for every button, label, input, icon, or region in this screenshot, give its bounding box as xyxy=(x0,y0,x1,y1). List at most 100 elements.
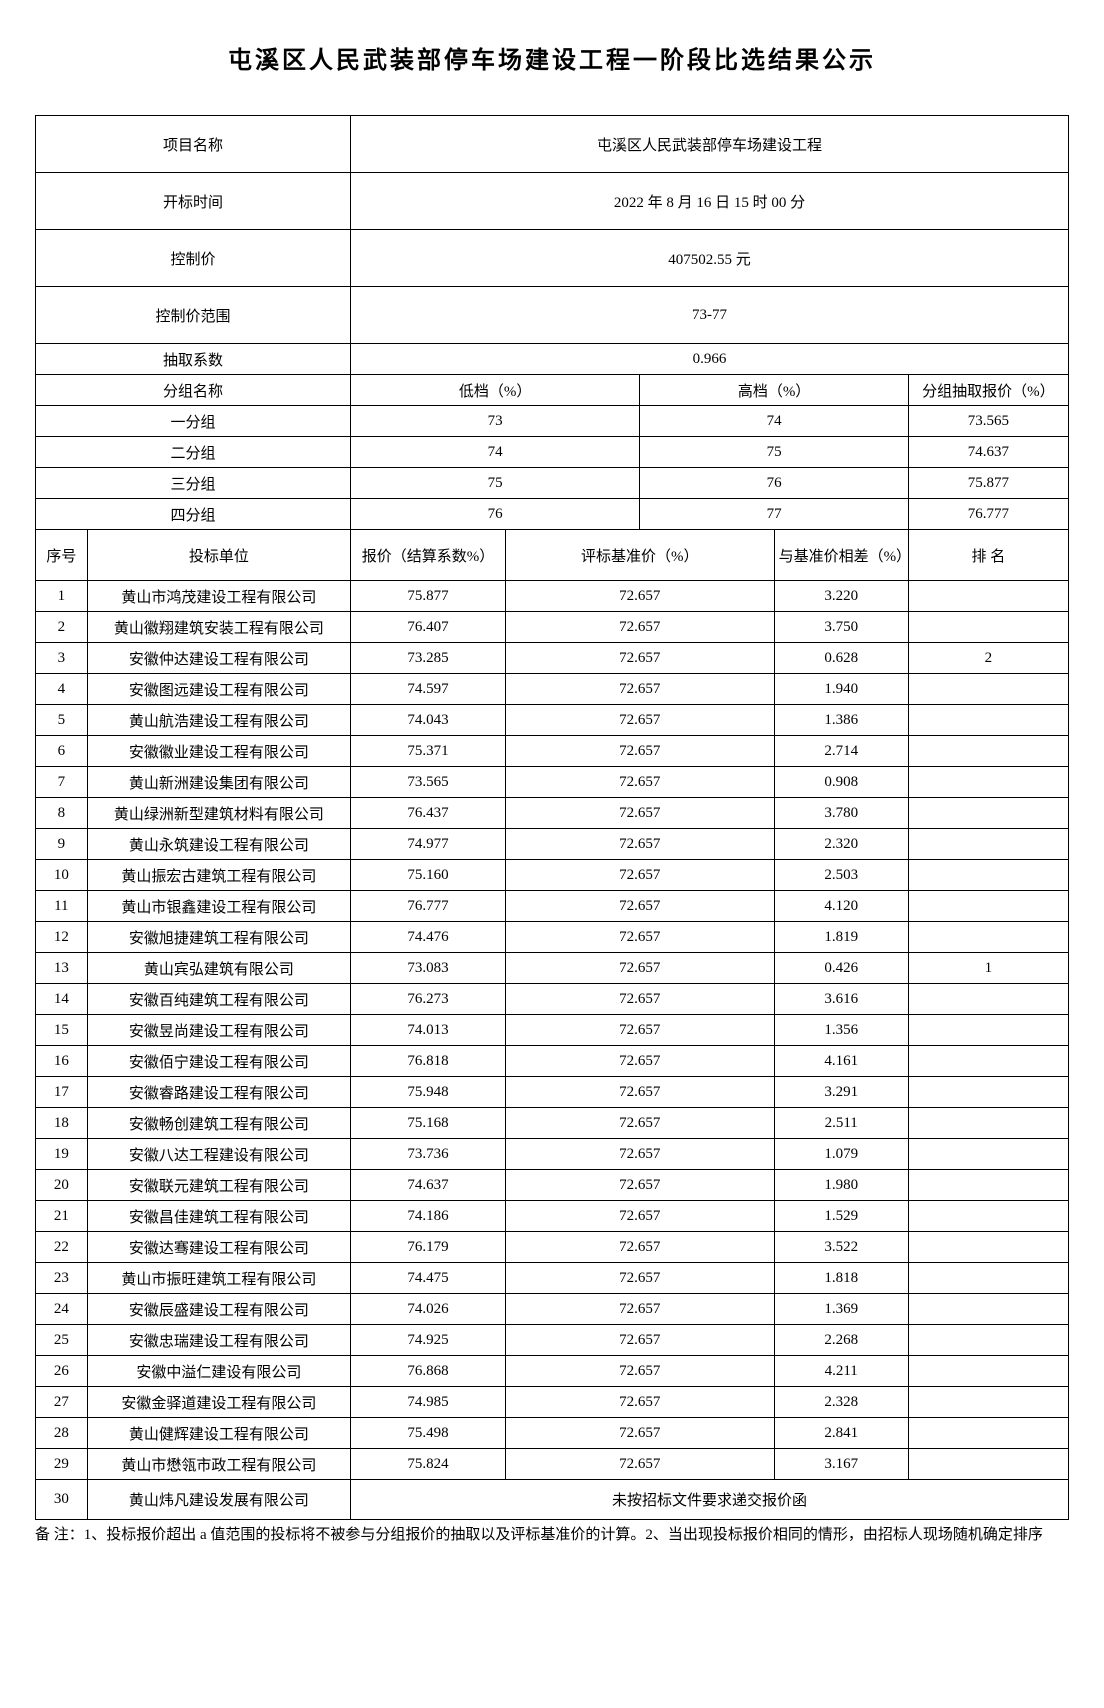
bid-unit: 黄山健辉建设工程有限公司 xyxy=(87,1418,350,1449)
group-name: 一分组 xyxy=(36,406,351,437)
bid-base: 72.657 xyxy=(506,984,775,1015)
project-name-value: 屯溪区人民武装部停车场建设工程 xyxy=(351,116,1069,173)
bid-unit: 安徽忠瑞建设工程有限公司 xyxy=(87,1325,350,1356)
bid-quote: 73.565 xyxy=(351,767,506,798)
bid-unit: 黄山航浩建设工程有限公司 xyxy=(87,705,350,736)
bid-header-seq: 序号 xyxy=(36,530,88,581)
bid-rank xyxy=(908,798,1068,829)
bid-diff: 0.426 xyxy=(774,953,908,984)
bid-seq: 29 xyxy=(36,1449,88,1480)
bid-row: 18安徽畅创建筑工程有限公司75.16872.6572.511 xyxy=(36,1108,1069,1139)
bid-diff: 1.079 xyxy=(774,1139,908,1170)
footnote-text: 备 注：1、投标报价超出 a 值范围的投标将不被参与分组报价的抽取以及评标基准价… xyxy=(35,1524,1069,1547)
bid-unit: 黄山炜凡建设发展有限公司 xyxy=(87,1480,350,1520)
bid-base: 72.657 xyxy=(506,736,775,767)
bid-base: 72.657 xyxy=(506,798,775,829)
bid-row: 6安徽徽业建设工程有限公司75.37172.6572.714 xyxy=(36,736,1069,767)
group-low: 73 xyxy=(351,406,640,437)
bid-rank xyxy=(908,612,1068,643)
info-row-control-price: 控制价 407502.55 元 xyxy=(36,230,1069,287)
bid-base: 72.657 xyxy=(506,674,775,705)
bid-base: 72.657 xyxy=(506,1449,775,1480)
bid-seq: 4 xyxy=(36,674,88,705)
bid-row: 5黄山航浩建设工程有限公司74.04372.6571.386 xyxy=(36,705,1069,736)
bid-diff: 2.714 xyxy=(774,736,908,767)
bid-diff: 3.780 xyxy=(774,798,908,829)
bid-diff: 2.320 xyxy=(774,829,908,860)
group-header-row: 分组名称 低档（%） 高档（%） 分组抽取报价（%） xyxy=(36,375,1069,406)
bid-unit: 黄山市振旺建筑工程有限公司 xyxy=(87,1263,350,1294)
bid-diff: 0.908 xyxy=(774,767,908,798)
bid-rank xyxy=(908,1325,1068,1356)
bid-rank xyxy=(908,1108,1068,1139)
bid-quote: 74.637 xyxy=(351,1170,506,1201)
bid-unit: 黄山市鸿茂建设工程有限公司 xyxy=(87,581,350,612)
bid-base: 72.657 xyxy=(506,1232,775,1263)
bid-unit: 黄山永筑建设工程有限公司 xyxy=(87,829,350,860)
bid-diff: 1.980 xyxy=(774,1170,908,1201)
bid-rank xyxy=(908,1201,1068,1232)
open-time-label: 开标时间 xyxy=(36,173,351,230)
bid-unit: 安徽辰盛建设工程有限公司 xyxy=(87,1294,350,1325)
bid-header-base: 评标基准价（%） xyxy=(506,530,775,581)
info-row-project: 项目名称 屯溪区人民武装部停车场建设工程 xyxy=(36,116,1069,173)
bid-rank xyxy=(908,891,1068,922)
bid-row: 28黄山健辉建设工程有限公司75.49872.6572.841 xyxy=(36,1418,1069,1449)
info-row-control-range: 控制价范围 73-77 xyxy=(36,287,1069,344)
bid-seq: 7 xyxy=(36,767,88,798)
bid-rank xyxy=(908,1449,1068,1480)
bid-unit: 安徽中溢仁建设有限公司 xyxy=(87,1356,350,1387)
bid-base: 72.657 xyxy=(506,1294,775,1325)
group-high: 75 xyxy=(640,437,909,468)
bid-seq: 20 xyxy=(36,1170,88,1201)
bid-rank xyxy=(908,922,1068,953)
group-name: 二分组 xyxy=(36,437,351,468)
bid-rank xyxy=(908,1077,1068,1108)
group-row: 二分组747574.637 xyxy=(36,437,1069,468)
bid-diff: 1.940 xyxy=(774,674,908,705)
bid-diff: 2.328 xyxy=(774,1387,908,1418)
bid-rank xyxy=(908,581,1068,612)
bid-diff: 3.616 xyxy=(774,984,908,1015)
bid-base: 72.657 xyxy=(506,891,775,922)
bid-unit: 安徽八达工程建设有限公司 xyxy=(87,1139,350,1170)
bid-quote: 74.977 xyxy=(351,829,506,860)
bid-rank xyxy=(908,1015,1068,1046)
group-header-low: 低档（%） xyxy=(351,375,640,406)
bid-base: 72.657 xyxy=(506,1108,775,1139)
bid-unit: 安徽佰宁建设工程有限公司 xyxy=(87,1046,350,1077)
group-name: 四分组 xyxy=(36,499,351,530)
bid-diff: 1.819 xyxy=(774,922,908,953)
bid-seq: 19 xyxy=(36,1139,88,1170)
bid-seq: 10 xyxy=(36,860,88,891)
bid-rank xyxy=(908,1232,1068,1263)
bid-unit: 安徽睿路建设工程有限公司 xyxy=(87,1077,350,1108)
bid-row: 22安徽达骞建设工程有限公司76.17972.6573.522 xyxy=(36,1232,1069,1263)
bid-header-row: 序号 投标单位 报价（结算系数%） 评标基准价（%） 与基准价相差（%） 排 名 xyxy=(36,530,1069,581)
bid-seq: 28 xyxy=(36,1418,88,1449)
bid-base: 72.657 xyxy=(506,1015,775,1046)
info-row-coef: 抽取系数 0.966 xyxy=(36,344,1069,375)
bid-quote: 75.168 xyxy=(351,1108,506,1139)
group-low: 76 xyxy=(351,499,640,530)
bid-seq: 5 xyxy=(36,705,88,736)
bid-seq: 9 xyxy=(36,829,88,860)
control-price-value: 407502.55 元 xyxy=(351,230,1069,287)
bid-diff: 1.529 xyxy=(774,1201,908,1232)
bid-seq: 18 xyxy=(36,1108,88,1139)
bid-base: 72.657 xyxy=(506,953,775,984)
bid-base: 72.657 xyxy=(506,922,775,953)
bid-quote: 74.597 xyxy=(351,674,506,705)
bid-base: 72.657 xyxy=(506,1418,775,1449)
bid-seq: 15 xyxy=(36,1015,88,1046)
bid-diff: 4.120 xyxy=(774,891,908,922)
group-high: 77 xyxy=(640,499,909,530)
bid-seq: 21 xyxy=(36,1201,88,1232)
group-header-drawn: 分组抽取报价（%） xyxy=(908,375,1068,406)
bid-seq: 17 xyxy=(36,1077,88,1108)
bid-special-note: 未按招标文件要求递交报价函 xyxy=(351,1480,1069,1520)
bid-row: 24安徽辰盛建设工程有限公司74.02672.6571.369 xyxy=(36,1294,1069,1325)
bid-unit: 黄山宾弘建筑有限公司 xyxy=(87,953,350,984)
bid-row: 1黄山市鸿茂建设工程有限公司75.87772.6573.220 xyxy=(36,581,1069,612)
bid-diff: 3.167 xyxy=(774,1449,908,1480)
